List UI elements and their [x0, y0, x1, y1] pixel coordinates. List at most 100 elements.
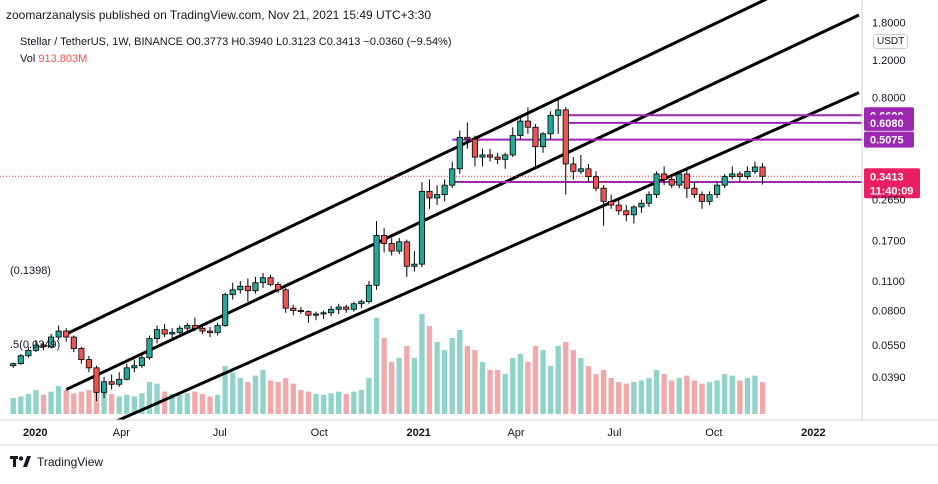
- volume-bar: [570, 350, 576, 414]
- level-tag: [864, 114, 914, 131]
- candle-body: [426, 190, 433, 199]
- channel-line-middle[interactable]: [65, 13, 860, 391]
- volume-bar: [86, 390, 92, 414]
- candle-body: [547, 114, 554, 135]
- price-tick-label: 0.8000: [872, 93, 906, 105]
- volume-bar: [101, 388, 107, 414]
- volume-bar: [555, 346, 561, 414]
- volume-bar: [10, 398, 16, 414]
- publisher-line: zoomarzanalysis published on TradingView…: [6, 8, 432, 22]
- candle-body: [282, 289, 289, 309]
- volume-bar: [373, 318, 380, 414]
- volume-legend[interactable]: Vol 913.803M: [20, 53, 87, 65]
- volume-bar: [169, 394, 175, 414]
- tradingview-logo[interactable]: TradingView: [10, 455, 103, 469]
- volume-bar: [351, 391, 357, 414]
- last-price-label: 0.3413: [870, 171, 904, 183]
- candle-body: [237, 285, 244, 291]
- candle-body: [320, 312, 327, 315]
- candle-body: [297, 310, 304, 313]
- candle-body: [138, 357, 145, 367]
- volume-bar: [669, 380, 675, 414]
- volume-bar: [237, 378, 243, 414]
- volume-bar: [154, 383, 160, 414]
- volume-bar: [525, 362, 531, 414]
- volume-bar: [275, 382, 281, 414]
- candle-body: [146, 338, 153, 359]
- volume-bar: [358, 390, 365, 414]
- candle-body: [411, 263, 418, 267]
- currency-badge[interactable]: USDT: [873, 34, 909, 49]
- candle-body: [312, 313, 320, 316]
- volume-bar: [517, 354, 523, 414]
- candle-body: [169, 332, 176, 335]
- volume-bar: [71, 393, 77, 414]
- tradingview-icon: [10, 456, 31, 467]
- candle-body: [600, 187, 607, 202]
- volume-bar: [63, 390, 69, 414]
- candle-body: [449, 168, 456, 186]
- candle-body: [123, 367, 130, 380]
- volume-bar: [457, 330, 463, 414]
- candle-body: [252, 282, 259, 292]
- volume-bar: [184, 393, 190, 414]
- channel-annotation-lower: .5(0.0349): [10, 339, 60, 351]
- candle-body: [396, 241, 403, 252]
- candle-body: [577, 168, 584, 172]
- candle-body: [275, 284, 282, 291]
- volume-bar: [585, 366, 592, 414]
- volume-bar: [434, 342, 440, 414]
- candle-body: [517, 120, 524, 136]
- volume-bar: [298, 390, 304, 414]
- volume-bar: [737, 380, 743, 414]
- candle-body: [714, 184, 721, 195]
- volume-bar: [479, 362, 486, 414]
- candle-body: [48, 336, 55, 348]
- volume-bar: [759, 382, 766, 414]
- candle-body: [229, 289, 236, 295]
- candle-body: [108, 381, 115, 385]
- candle-body: [509, 135, 516, 156]
- candle-body: [729, 173, 736, 178]
- channel-annotation-upper: (0.1398): [10, 265, 51, 277]
- candle-body: [93, 367, 100, 393]
- price-tick-label: 0.0550: [872, 340, 906, 352]
- volume-bar: [540, 350, 546, 414]
- volume-bar: [532, 346, 539, 414]
- volume-bar: [124, 394, 130, 414]
- candle-body: [78, 348, 85, 361]
- candle-body: [184, 325, 191, 329]
- candle-body: [676, 173, 683, 186]
- volume-bar: [494, 370, 501, 414]
- candle-body: [350, 303, 357, 310]
- time-tick-label: Jul: [213, 427, 227, 439]
- price-tick-label: 0.1100: [872, 276, 905, 288]
- candle-body: [502, 154, 509, 160]
- candle-body: [721, 176, 728, 186]
- volume-bar: [313, 394, 319, 414]
- volume-bars: [10, 314, 766, 414]
- volume-bar: [661, 374, 667, 414]
- price-tick-label: 0.0390: [872, 372, 906, 384]
- symbol-legend[interactable]: Stellar / TetherUS, 1W, BINANCE O0.3773 …: [20, 36, 452, 48]
- time-tick-label: 2020: [23, 427, 47, 439]
- candle-body: [744, 170, 751, 178]
- candle-body: [585, 168, 592, 178]
- channel-line-lower[interactable]: [66, 91, 860, 444]
- bar-countdown: 11:40:09: [870, 185, 913, 197]
- candle-body: [487, 154, 494, 158]
- candle-body: [698, 194, 706, 202]
- candle-body: [691, 187, 698, 195]
- volume-bar: [18, 396, 24, 414]
- volume-bar: [33, 390, 39, 414]
- candle-body: [638, 202, 645, 208]
- level-tag-label: 0.6080: [870, 118, 904, 130]
- volume-bar: [396, 358, 402, 414]
- volume-bar: [328, 393, 334, 414]
- volume-bar: [207, 396, 213, 414]
- volume-bar: [343, 394, 349, 414]
- candle-body: [592, 176, 600, 189]
